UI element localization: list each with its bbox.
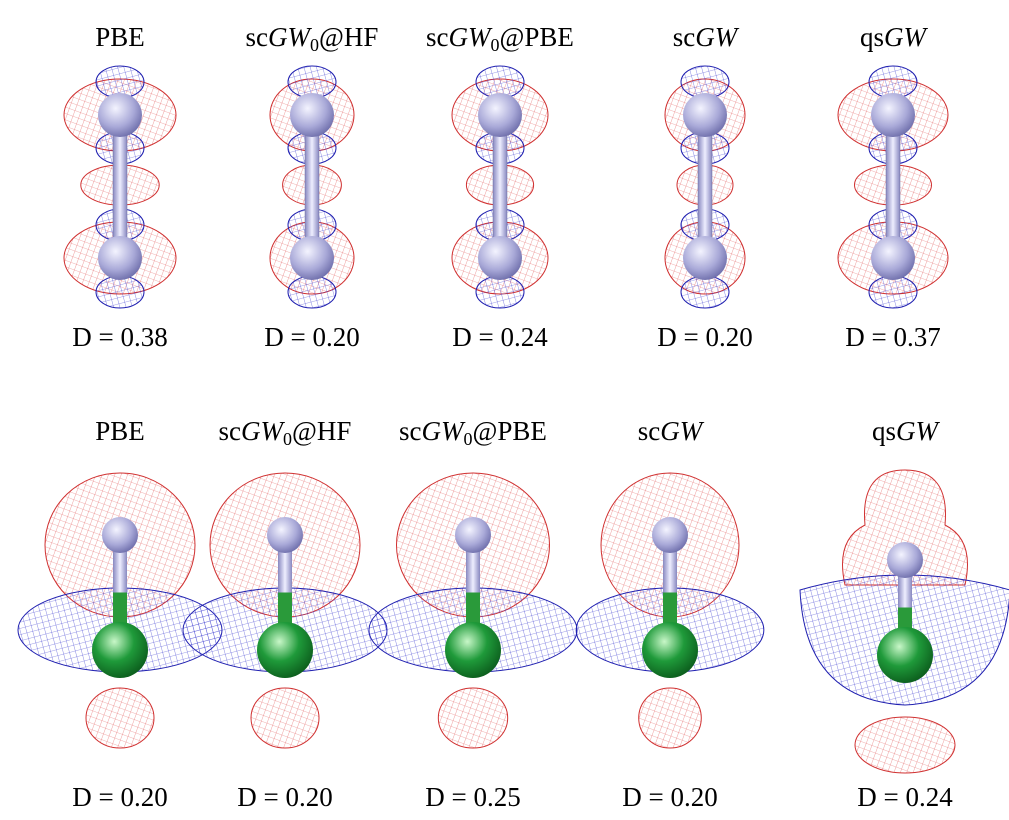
label-part: @PBE [500, 22, 574, 52]
atom [478, 93, 522, 137]
panel: PBE D = 0.38 [64, 22, 176, 352]
panel-label: scGW [673, 22, 740, 52]
label-part: @PBE [473, 416, 547, 446]
d-value: D = 0.24 [452, 322, 548, 352]
label-part: GW [268, 22, 312, 52]
atom [98, 236, 142, 280]
label-part: sc [673, 22, 696, 52]
panel-label: qsGW [872, 416, 941, 446]
d-value: D = 0.37 [845, 322, 940, 352]
d-value: D = 0.38 [72, 322, 167, 352]
label-part: 0 [491, 35, 500, 55]
label-part: qs [860, 22, 884, 52]
label-part: GW [884, 22, 928, 52]
label-part: @HF [292, 416, 351, 446]
panel-label: scGW0@HF [219, 416, 352, 449]
atom [683, 93, 727, 137]
density-lobe [476, 276, 524, 308]
d-value: D = 0.20 [72, 782, 167, 812]
label-part: PBE [95, 416, 145, 446]
label-part: 0 [283, 429, 292, 449]
label-part: GW [449, 22, 493, 52]
panel-label: scGW [638, 416, 705, 446]
panel-label: PBE [95, 22, 145, 52]
density-lobe [855, 717, 955, 773]
atom [871, 93, 915, 137]
d-value: D = 0.20 [622, 782, 717, 812]
atom [290, 93, 334, 137]
atom [877, 627, 933, 683]
label-part: PBE [95, 22, 145, 52]
density-lobe [86, 688, 154, 748]
figure: PBED = 0.38scGW0@HFD = 0.20scGW0@PBED = … [0, 0, 1009, 820]
atom [102, 517, 138, 553]
density-lobe [438, 688, 507, 748]
label-part: GW [695, 22, 739, 52]
panel: scGW0@HF D = 0.20 [183, 416, 387, 812]
atom [652, 517, 688, 553]
panel-label: PBE [95, 416, 145, 446]
d-value: D = 0.25 [425, 782, 520, 812]
label-part: sc [219, 416, 242, 446]
density-lobe [96, 276, 144, 308]
d-value: D = 0.20 [264, 322, 359, 352]
density-lobe [869, 276, 917, 308]
label-part: sc [246, 22, 269, 52]
atom [455, 517, 491, 553]
d-value: D = 0.20 [657, 322, 752, 352]
d-value: D = 0.20 [237, 782, 332, 812]
label-part: @HF [319, 22, 378, 52]
panel: scGW D = 0.20 [576, 416, 764, 812]
label-part: GW [241, 416, 285, 446]
atom [683, 236, 727, 280]
label-part: 0 [310, 35, 319, 55]
density-lobe [251, 688, 319, 748]
panel: scGW0@PBE D = 0.24 [426, 22, 574, 352]
atom [445, 622, 501, 678]
density-lobe [681, 276, 729, 308]
atom [267, 517, 303, 553]
panel-label: scGW0@PBE [399, 416, 547, 449]
label-part: GW [896, 416, 940, 446]
atom [98, 93, 142, 137]
panel-label: scGW0@PBE [426, 22, 574, 55]
atom [92, 622, 148, 678]
density-lobe [288, 276, 336, 308]
label-part: sc [426, 22, 449, 52]
atom [871, 236, 915, 280]
panel-label: qsGW [860, 22, 929, 52]
panel: qsGW D = 0.37 [838, 22, 948, 352]
density-lobe [639, 688, 702, 748]
d-value: D = 0.24 [857, 782, 953, 812]
panel-label: scGW0@HF [246, 22, 379, 55]
panel: scGW0@PBE D = 0.25 [369, 416, 577, 812]
atom [257, 622, 313, 678]
atom [290, 236, 334, 280]
label-part: sc [638, 416, 661, 446]
panel: qsGW D = 0.24 [800, 416, 1009, 812]
atom [887, 542, 923, 578]
label-part: sc [399, 416, 422, 446]
panel: scGW D = 0.20 [657, 22, 752, 352]
label-part: GW [660, 416, 704, 446]
label-part: 0 [464, 429, 473, 449]
atom [478, 236, 522, 280]
label-part: qs [872, 416, 896, 446]
label-part: GW [422, 416, 466, 446]
panel: scGW0@HF D = 0.20 [246, 22, 379, 352]
atom [642, 622, 698, 678]
